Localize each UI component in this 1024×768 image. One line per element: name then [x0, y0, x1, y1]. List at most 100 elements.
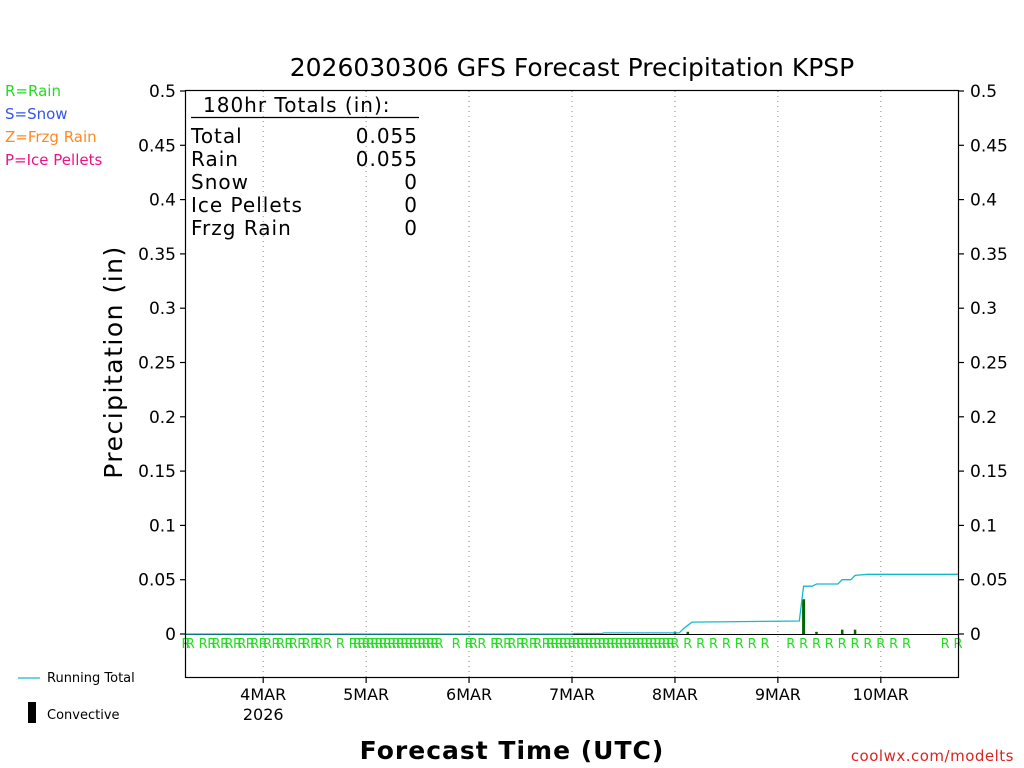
legend-type-p: P=Ice Pellets [5, 151, 102, 169]
ptype-marker: R [567, 637, 576, 652]
y-tick-label-left: 0.4 [149, 191, 176, 211]
ptype-marker: R [902, 637, 911, 652]
ptype-marker: R [559, 637, 568, 652]
running-total-series [186, 573, 958, 635]
y-tick-label-left: 0.05 [138, 571, 176, 591]
footer-credit: coolwx.com/modelts [851, 747, 1014, 765]
y-tick-label-right: 0 [970, 625, 981, 645]
ptype-marker: R [863, 637, 872, 652]
running-total-legend-label: Running Total [47, 671, 135, 686]
y-tick-label-right: 0.25 [970, 354, 1008, 374]
x-tick-label: 6MAR [446, 685, 492, 704]
ptype-marker: R [670, 637, 679, 652]
ptype-marker: R [812, 637, 821, 652]
totals-rows: Total 0.055 Rain 0.055 Snow 0 Ice Pellets 0 Frzg… [190, 124, 418, 240]
ptype-marker: R [735, 637, 744, 652]
ptype-marker: R [576, 637, 585, 652]
precip-bars [673, 599, 857, 634]
ptype-marker: R [370, 637, 379, 652]
ptype-marker: R [529, 637, 538, 652]
ptype-marker: R [623, 637, 632, 652]
totals-row-value: 0.055 [356, 147, 418, 171]
y-axis-right: 0 0.05 0.1 0.15 0.2 0.25 0.3 0.35 0.4 0.45 0.5 [958, 82, 1008, 645]
ptype-marker: R [585, 637, 594, 652]
ptype-marker: R [636, 637, 645, 652]
y-tick-label-left: 0.45 [138, 136, 176, 156]
ptype-marker: R [876, 637, 885, 652]
ptype-marker: R [507, 637, 516, 652]
ptype-marker: R [722, 637, 731, 652]
ptype-marker: R [628, 637, 637, 652]
ptype-marker: R [640, 637, 649, 652]
ptype-marker: R [615, 637, 624, 652]
ptype-marker: R [233, 637, 242, 652]
ptype-marker: R [263, 637, 272, 652]
x-axis-title: Forecast Time (UTC) [360, 736, 665, 765]
legend-type-s: S=Snow [5, 105, 68, 123]
ptype-marker: R [297, 637, 306, 652]
y-tick-label-right: 0.5 [970, 82, 997, 102]
plot-frame [184, 89, 960, 679]
ptype-marker: R [748, 637, 757, 652]
ptype-marker: R [465, 637, 474, 652]
ptype-marker: R [851, 637, 860, 652]
ptype-markers: RR R RR RR RR RR RR RR RR RR RR R R RRRRRRRRRRRRRRRRR… [181, 637, 962, 652]
ptype-marker: R [889, 637, 898, 652]
ptype-marker: R [246, 637, 255, 652]
y-axis-title: Precipitation (in) [99, 245, 128, 479]
precip-type-legend: R=Rain S=Snow Z=Frzg Rain P=Ice Pellets [5, 82, 102, 169]
ptype-marker: R [469, 637, 478, 652]
ptype-marker: R [426, 637, 435, 652]
ptype-marker: R [495, 637, 504, 652]
totals-box: 180hr Totals (in): Total 0.055 Rain 0.055 Sn… [190, 93, 419, 240]
ptype-marker: R [610, 637, 619, 652]
ptype-marker: R [413, 637, 422, 652]
ptype-marker: R [546, 637, 555, 652]
ptype-marker: R [589, 637, 598, 652]
y-tick-label-left: 0.1 [149, 516, 176, 536]
ptype-marker: R [276, 637, 285, 652]
y-tick-label-right: 0.2 [970, 408, 997, 428]
precip-bar [840, 629, 844, 634]
ptype-marker: R [409, 637, 418, 652]
ptype-marker: R [533, 637, 542, 652]
precip-bar [802, 599, 806, 634]
ptype-marker: R [825, 637, 834, 652]
y-axis-left: 0 0.05 0.1 0.15 0.2 0.25 0.3 0.35 0.4 0.45 0.5 [138, 82, 186, 645]
ptype-marker: R [220, 637, 229, 652]
ptype-marker: R [632, 637, 641, 652]
ptype-marker: R [323, 637, 332, 652]
ptype-marker: R [709, 637, 718, 652]
ptype-marker: R [503, 637, 512, 652]
precip-bar [686, 631, 690, 634]
y-tick-label-right: 0.3 [970, 299, 997, 319]
ptype-marker: R [683, 637, 692, 652]
totals-row-label: Snow [191, 170, 249, 194]
ptype-marker: R [520, 637, 529, 652]
x-tick-sublabel: 2026 [243, 705, 284, 724]
ptype-marker: R [250, 637, 259, 652]
ptype-marker: R [477, 637, 486, 652]
y-tick-label-right: 0.35 [970, 245, 1008, 265]
ptype-marker: R [404, 637, 413, 652]
convective-legend-swatch [28, 702, 36, 723]
convective-legend-label: Convective [47, 708, 120, 723]
running-total-line [186, 573, 958, 635]
ptype-marker: R [362, 637, 371, 652]
y-tick-label-left: 0.35 [138, 245, 176, 265]
x-tick-label: 10MAR [853, 685, 909, 704]
ptype-marker: R [284, 637, 293, 652]
ptype-marker: R [666, 637, 675, 652]
totals-row-label: Total [190, 124, 243, 148]
ptype-marker: R [383, 637, 392, 652]
ptype-marker: R [211, 637, 220, 652]
ptype-marker: R [563, 637, 572, 652]
ptype-marker: R [645, 637, 654, 652]
ptype-marker: R [572, 637, 581, 652]
ptype-marker: R [542, 637, 551, 652]
ptype-marker: R [349, 637, 358, 652]
precip-bar [815, 631, 818, 634]
x-tick-label: 4MAR [240, 685, 286, 704]
